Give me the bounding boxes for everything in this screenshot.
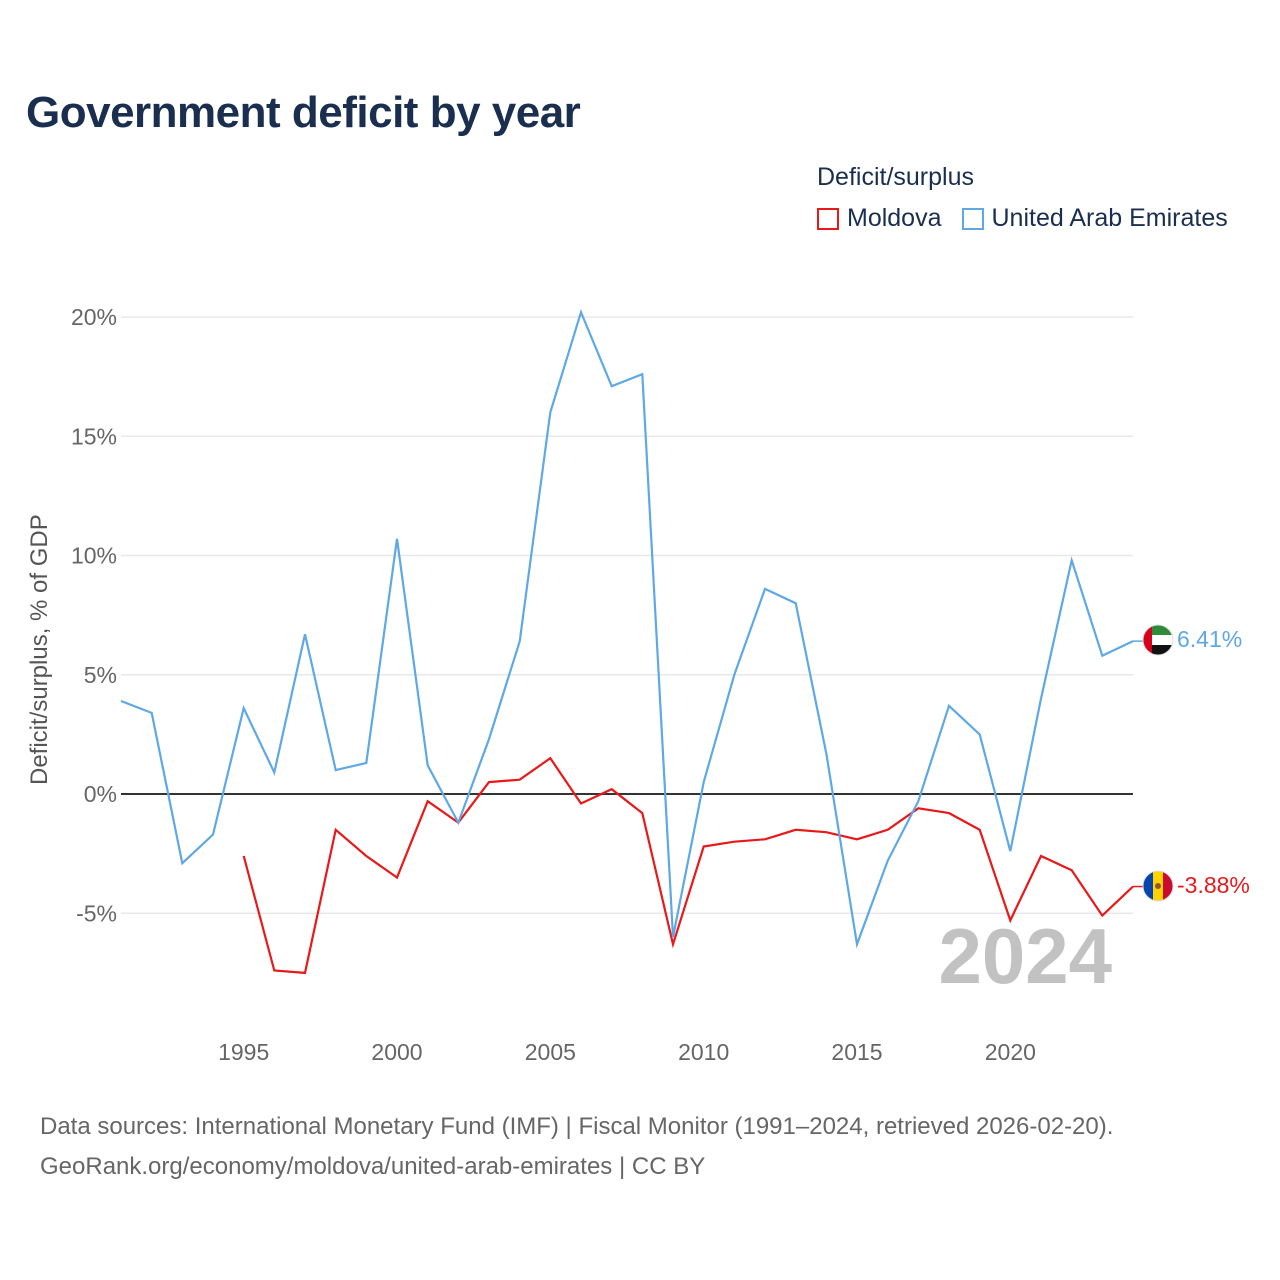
x-tick-label: 1995	[218, 1039, 269, 1065]
x-tick-label: 2000	[371, 1039, 422, 1065]
x-tick-label: 2020	[985, 1039, 1036, 1065]
line-chart: -5% 0% 5% 10% 15% 20% 1995 2000 2005 2010 2015 202…	[71, 304, 1250, 1065]
legend-label-moldova: Moldova	[847, 204, 942, 232]
footer: Data sources: International Monetary Fun…	[40, 1107, 1113, 1187]
moldova-end-label: -3.88%	[1177, 872, 1250, 898]
y-tick-labels: -5% 0% 5% 10% 15% 20%	[71, 304, 117, 926]
x-tick-label: 2005	[525, 1039, 576, 1065]
y-tick-label: 0%	[84, 781, 117, 807]
x-tick-label: 2010	[678, 1039, 729, 1065]
y-tick-label: -5%	[76, 900, 117, 926]
legend-item-uae[interactable]: United Arab Emirates	[961, 204, 1228, 233]
footer-sources: Data sources: International Monetary Fun…	[40, 1113, 1114, 1140]
y-tick-label: 10%	[71, 543, 117, 569]
legend-item-moldova[interactable]: Moldova	[817, 204, 942, 233]
uae-end-label: 6.41%	[1177, 626, 1242, 652]
legend-swatch-moldova	[817, 207, 839, 230]
series-line-moldova[interactable]	[242, 756, 1134, 975]
grid-lines	[121, 316, 1133, 914]
chart-title: Government deficit by year	[26, 88, 581, 137]
legend-title: Deficit/surplus	[817, 163, 974, 191]
uae-flag-icon	[1142, 624, 1174, 656]
y-tick-label: 20%	[71, 304, 117, 330]
moldova-flag-icon	[1142, 870, 1174, 902]
x-tick-labels: 1995 2000 2005 2010 2015 2020	[218, 1039, 1036, 1065]
legend: Moldova United Arab Emirates	[817, 204, 1248, 233]
series-line-united-arab-emirates[interactable]	[120, 308, 1134, 949]
y-tick-label: 5%	[84, 662, 117, 688]
legend-swatch-uae	[961, 207, 984, 230]
footer-link[interactable]: GeoRank.org/economy/moldova/united-arab-…	[40, 1153, 706, 1180]
legend-label-uae: United Arab Emirates	[991, 204, 1228, 232]
x-tick-label: 2015	[831, 1039, 882, 1065]
y-tick-label: 15%	[71, 423, 117, 449]
year-watermark: 2024	[938, 912, 1112, 1000]
series-lines	[120, 308, 1143, 975]
